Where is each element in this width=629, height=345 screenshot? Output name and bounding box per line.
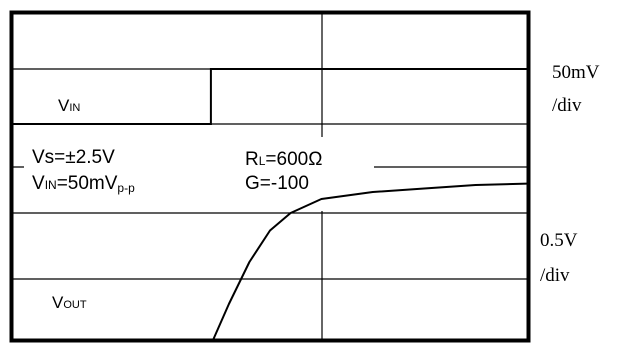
ch1-scale-value: 50mV bbox=[552, 62, 600, 83]
gain-label: G=-100 bbox=[245, 173, 309, 194]
conditions-box-left bbox=[24, 137, 222, 199]
vout-label-box bbox=[30, 280, 120, 322]
conditions-box-right bbox=[222, 137, 374, 211]
output-trace bbox=[212, 182, 528, 340]
input-trace bbox=[13, 68, 527, 125]
load-resistance-label: RL=600Ω bbox=[245, 149, 322, 170]
screen-frame bbox=[9, 10, 531, 343]
vout-label: VOUT bbox=[52, 293, 87, 312]
ch1-scale-unit: /div bbox=[552, 95, 582, 116]
input-amplitude-label: VIN=50mVp-p bbox=[32, 173, 135, 195]
supply-voltage-label: Vs=±2.5V bbox=[32, 147, 115, 168]
ch2-scale-unit: /div bbox=[540, 265, 570, 286]
ch2-scale-value: 0.5V bbox=[540, 230, 578, 251]
traces bbox=[13, 68, 528, 340]
vin-label-box bbox=[28, 78, 116, 120]
vin-label: VIN bbox=[58, 96, 80, 115]
